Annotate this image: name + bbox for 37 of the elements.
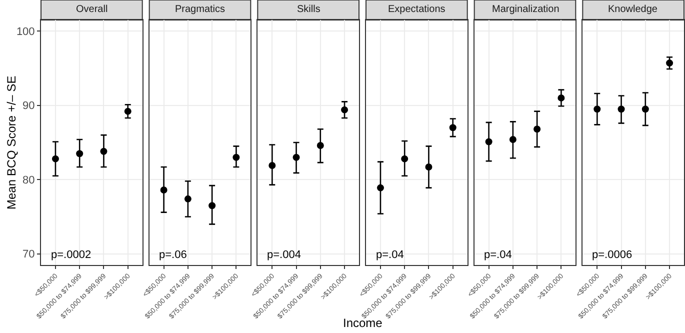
y-tick-label: 70 [22, 248, 35, 261]
point [376, 184, 384, 192]
point [449, 124, 456, 132]
annotation: p=.06 [159, 249, 187, 261]
y-tick-label: 90 [22, 100, 35, 112]
y-tick-label: 80 [22, 174, 35, 186]
chart-title: Marginalization [492, 4, 560, 15]
annotation: p=.04 [376, 249, 404, 261]
chart-title: Pragmatics [175, 4, 226, 15]
point [316, 142, 324, 149]
chart-title: Skills [297, 4, 320, 15]
annotation: p=.04 [484, 249, 512, 261]
point [184, 195, 192, 202]
point [401, 155, 408, 162]
point [292, 154, 300, 161]
annotation: p=.004 [267, 249, 301, 261]
y-axis-title: Mean BCQ Score +/– SE [4, 76, 18, 210]
point [124, 108, 132, 115]
chart-title: Overall [76, 4, 108, 15]
chart-title: Expectations [388, 4, 446, 15]
annotation: p=.0002 [51, 249, 92, 261]
point [341, 106, 348, 114]
point [52, 155, 59, 162]
point [425, 164, 432, 170]
point [160, 186, 168, 194]
point [76, 150, 84, 158]
point [558, 94, 565, 102]
point [100, 148, 108, 155]
annotation: p=.0006 [592, 249, 632, 261]
point [268, 162, 276, 170]
point [485, 138, 492, 146]
y-tick-label: 100 [16, 26, 35, 38]
chart-title: Knowledge [608, 4, 658, 15]
point [232, 154, 240, 161]
point [534, 126, 541, 133]
point [509, 136, 516, 144]
point [208, 202, 216, 210]
